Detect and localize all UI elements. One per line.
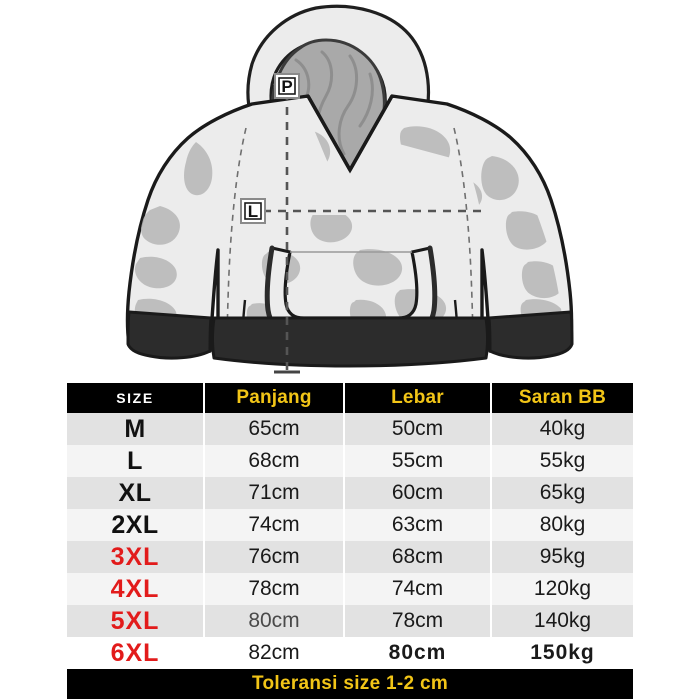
cell-length: 74cm [205, 509, 345, 541]
cell-length: 68cm [205, 445, 345, 477]
size-label: 5XL [110, 606, 160, 635]
cell-width: 80cm [345, 637, 492, 669]
weight-value: 150kg [530, 641, 595, 664]
cell-width: 60cm [345, 477, 492, 509]
cell-width: 68cm [345, 541, 492, 573]
weight-value: 40kg [539, 417, 586, 440]
cell-width: 55cm [345, 445, 492, 477]
cell-weight: 80kg [492, 509, 633, 541]
cell-weight: 120kg [492, 573, 633, 605]
cell-length: 78cm [205, 573, 345, 605]
size-label: 2XL [111, 510, 159, 539]
cell-length: 82cm [205, 637, 345, 669]
table-row: XL 71cm 60cm 65kg [67, 477, 633, 509]
width-value: 74cm [391, 577, 444, 600]
length-badge: P [274, 73, 300, 99]
tolerance-text: Toleransi size 1-2 cm [251, 673, 449, 694]
length-value: 78cm [248, 577, 300, 600]
cell-weight: 40kg [492, 413, 633, 445]
table-row: L 68cm 55cm 55kg [67, 445, 633, 477]
width-badge-label: L [248, 202, 258, 221]
table-footer-note: Toleransi size 1-2 cm [67, 669, 633, 699]
cell-size: M [67, 413, 205, 445]
length-value: 80cm [248, 609, 300, 632]
cell-length: 76cm [205, 541, 345, 573]
weight-value: 65kg [539, 481, 586, 504]
length-value: 82cm [248, 641, 300, 664]
weight-value: 95kg [539, 545, 586, 568]
size-chart-table: SIZE Panjang Lebar Saran BB M 65cm 50cm [67, 383, 633, 699]
cuff-left [126, 310, 213, 360]
cell-weight: 150kg [492, 637, 633, 669]
cell-size: 5XL [67, 605, 205, 637]
bottom-hem [211, 316, 489, 368]
weight-value: 140kg [533, 609, 592, 632]
width-badge: L [240, 198, 266, 224]
size-label: 6XL [110, 638, 160, 667]
length-value: 71cm [248, 481, 300, 504]
cell-weight: 55kg [492, 445, 633, 477]
width-badge-inner [244, 202, 262, 220]
length-value: 74cm [248, 513, 300, 536]
header-label-width: Lebar [391, 387, 444, 408]
table-row: M 65cm 50cm 40kg [67, 413, 633, 445]
weight-value: 55kg [539, 449, 586, 472]
header-cell-size: SIZE [67, 383, 205, 413]
table-row: 5XL 80cm 78cm 140kg [67, 605, 633, 637]
width-value: 78cm [391, 609, 444, 632]
header-label-size: SIZE [116, 390, 154, 406]
size-label: L [127, 446, 143, 475]
header-cell-weight: Saran BB [492, 383, 633, 413]
hoodie-figure: P L [125, 4, 574, 374]
cuff-right [487, 310, 574, 360]
cell-width: 63cm [345, 509, 492, 541]
length-badge-label: P [281, 77, 292, 96]
length-value: 76cm [248, 545, 300, 568]
size-label: XL [118, 478, 152, 507]
cell-size: 4XL [67, 573, 205, 605]
width-value: 80cm [388, 641, 447, 664]
length-value: 65cm [248, 417, 300, 440]
cell-weight: 95kg [492, 541, 633, 573]
weight-value: 120kg [533, 577, 592, 600]
size-label: M [124, 414, 146, 443]
length-badge-inner [278, 77, 296, 95]
width-value: 63cm [391, 513, 444, 536]
hoodie-illustration: P L [125, 4, 574, 374]
table-row: 6XL 82cm 80cm 150kg [67, 637, 633, 669]
table-header-row: SIZE Panjang Lebar Saran BB [67, 383, 633, 413]
table-row: 2XL 74cm 63cm 80kg [67, 509, 633, 541]
size-label: 3XL [110, 542, 160, 571]
header-cell-length: Panjang [205, 383, 345, 413]
table-row: 4XL 78cm 74cm 120kg [67, 573, 633, 605]
length-value: 68cm [248, 449, 300, 472]
hoodie-neckline [306, 95, 394, 174]
width-value: 50cm [391, 417, 444, 440]
cell-width: 78cm [345, 605, 492, 637]
cell-size: 3XL [67, 541, 205, 573]
cell-weight: 65kg [492, 477, 633, 509]
table-row: 3XL 76cm 68cm 95kg [67, 541, 633, 573]
size-label: 4XL [110, 574, 160, 603]
cell-width: 50cm [345, 413, 492, 445]
cell-length: 65cm [205, 413, 345, 445]
width-value: 60cm [391, 481, 444, 504]
width-value: 55cm [391, 449, 444, 472]
cell-size: L [67, 445, 205, 477]
cell-weight: 140kg [492, 605, 633, 637]
width-value: 68cm [391, 545, 444, 568]
cell-length: 71cm [205, 477, 345, 509]
cell-size: 2XL [67, 509, 205, 541]
weight-value: 80kg [539, 513, 586, 536]
header-label-weight: Saran BB [518, 387, 607, 408]
header-cell-width: Lebar [345, 383, 492, 413]
header-label-length: Panjang [236, 387, 312, 408]
cell-size: XL [67, 477, 205, 509]
cell-length: 80cm [205, 605, 345, 637]
cell-size: 6XL [67, 637, 205, 669]
cell-width: 74cm [345, 573, 492, 605]
